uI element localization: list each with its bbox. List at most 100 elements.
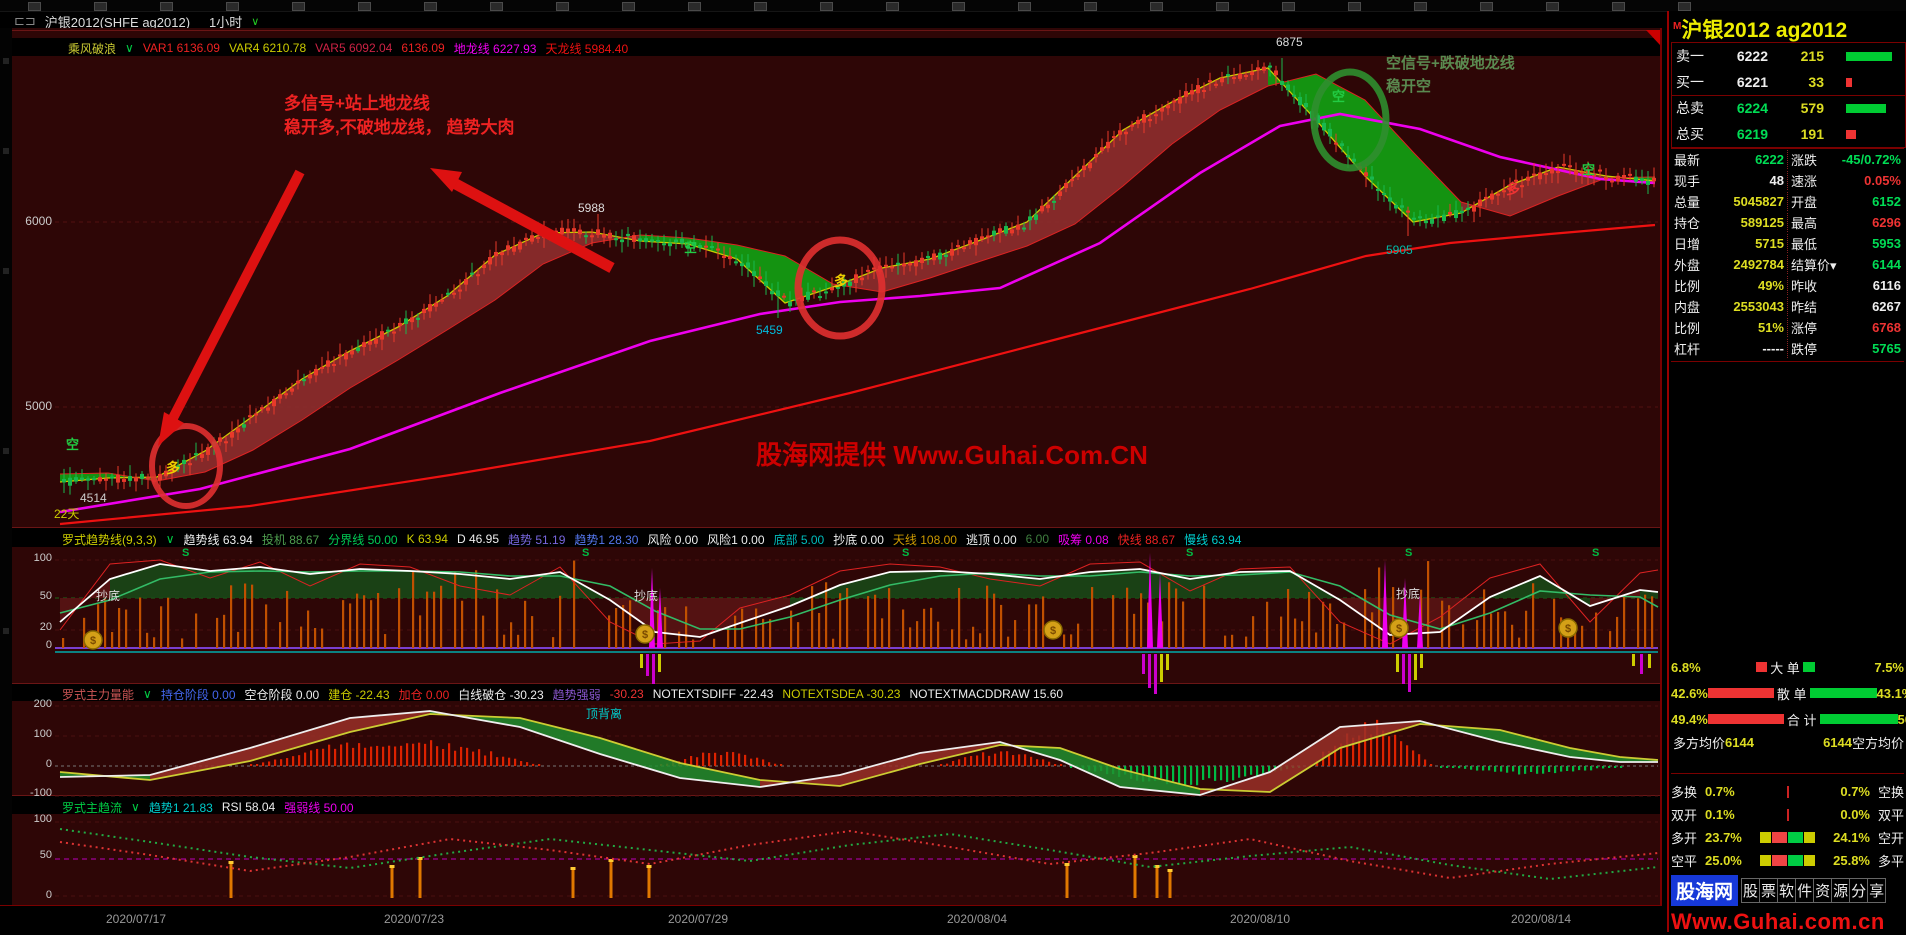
price-label-4514: 4514 <box>80 492 107 504</box>
flow-left-pct: 23.7% <box>1705 830 1751 845</box>
p3-ylabel: 0 <box>46 890 52 901</box>
logo-tagline: 股票软件资源分享 <box>1742 878 1886 903</box>
toolbar-icon[interactable] <box>358 2 371 11</box>
p2-ylabel: 200 <box>34 699 52 710</box>
p1-s-mark: S <box>182 548 189 559</box>
ob-price: 6222 <box>1716 48 1768 64</box>
toolbar-icon[interactable] <box>292 2 305 11</box>
toolbar-icon[interactable] <box>1414 2 1427 11</box>
toolbar-icon[interactable] <box>490 2 503 11</box>
toolbar-icon[interactable] <box>754 2 767 11</box>
chevron-down-icon[interactable]: ∨ <box>131 800 140 814</box>
symbol-code: ag2012 <box>1776 19 1847 42</box>
long-avg-label: 多方均价 <box>1673 733 1725 752</box>
toolbar-icon[interactable] <box>94 2 107 11</box>
chevron-down-icon[interactable]: ∨ <box>251 15 259 28</box>
logo-tagline-char: 软 <box>1777 878 1796 903</box>
logo-tagline-char: 股 <box>1741 878 1760 903</box>
indicator-value: 地龙线 6227.93 <box>454 40 537 57</box>
indicator-value: 风险1 0.00 <box>707 531 764 548</box>
indicator-value: 投机 88.67 <box>262 531 319 548</box>
ob-volume: 191 <box>1768 126 1824 142</box>
indicator-value: 天龙线 5984.40 <box>545 40 628 57</box>
indicator-name[interactable]: 罗式主趋流 <box>62 799 122 816</box>
indicator-name[interactable]: 乘风破浪 <box>68 40 116 57</box>
toolbar-icon[interactable] <box>1018 2 1031 11</box>
toolbar-icon[interactable] <box>1216 2 1229 11</box>
gauge-left-pct: 6.8% <box>1671 660 1715 675</box>
p1-s-mark: S <box>1186 548 1193 559</box>
toolbar-icon[interactable] <box>28 2 41 11</box>
chevron-down-icon[interactable]: ∨ <box>166 532 175 546</box>
toolbar-icon[interactable] <box>160 2 173 11</box>
quote-panel-title: M沪银2012 ag2012 <box>1673 14 1847 44</box>
gauge-row: 42.6%散 单43.1% <box>1671 680 1904 706</box>
indicator-value: VAR1 6136.09 <box>143 41 220 55</box>
toolbar-icon[interactable] <box>1612 2 1625 11</box>
p1-s-mark: S <box>582 548 589 559</box>
ob-price: 6224 <box>1716 100 1768 116</box>
toolbar-icon[interactable] <box>1546 2 1559 11</box>
toolbar[interactable] <box>0 0 1906 12</box>
marker-short: 空 <box>66 438 79 451</box>
flow-segment-bar <box>1772 832 1787 843</box>
toolbar-icon[interactable] <box>556 2 569 11</box>
date-axis <box>0 905 1662 933</box>
indicator-value: 空仓阶段 0.00 <box>245 686 320 703</box>
indicator-value: VAR4 6210.78 <box>229 41 306 55</box>
indicator-name[interactable]: 罗式趋势线(9,3,3) <box>62 531 157 548</box>
toolbar-icon[interactable] <box>1348 2 1361 11</box>
symbol-titlebar: ⊏⊐ 沪银2012(SHFE ag2012) 1小时 ∨ <box>14 13 259 29</box>
p2-ylabel: 0 <box>46 759 52 770</box>
toolbar-icon[interactable] <box>226 2 239 11</box>
toolbar-icon[interactable] <box>1282 2 1295 11</box>
flow-left-label: 多开 <box>1671 828 1705 847</box>
toolbar-icon[interactable] <box>1678 2 1691 11</box>
toolbar-icon[interactable] <box>688 2 701 11</box>
gauge-green-bar <box>1803 662 1815 672</box>
flow-tick <box>1787 809 1789 821</box>
indicator-value: 逃顶 0.00 <box>966 531 1017 548</box>
p3-ylabel: 50 <box>40 850 52 861</box>
chevron-down-icon[interactable]: ∨ <box>143 687 152 701</box>
flow-right-pct: 24.1% <box>1824 830 1870 845</box>
flow-right-pct: 0.0% <box>1824 807 1870 822</box>
marker-short: 空 <box>684 241 697 254</box>
gauge-label: 散 单 <box>1776 684 1808 703</box>
toolbar-icon[interactable] <box>1084 2 1097 11</box>
ob-volume-bar <box>1846 52 1892 61</box>
p1-s-mark: S <box>902 548 909 559</box>
logo-badge[interactable]: 股海网 <box>1671 875 1738 906</box>
toolbar-icon[interactable] <box>952 2 965 11</box>
ob-volume: 215 <box>1768 48 1824 64</box>
toolbar-icon[interactable] <box>820 2 833 11</box>
indicator-name[interactable]: 罗式主力量能 <box>62 686 134 703</box>
flow-tick <box>1787 786 1789 798</box>
date-tick: 2020/07/29 <box>668 913 728 925</box>
toolbar-icon[interactable] <box>424 2 437 11</box>
flow-segment-bar <box>1804 855 1815 866</box>
marker-long: 多 <box>1506 182 1520 196</box>
ob-price: 6219 <box>1716 126 1768 142</box>
flow-left-label: 双开 <box>1671 805 1705 824</box>
toolbar-icon[interactable] <box>622 2 635 11</box>
indicator-value: 加仓 0.00 <box>399 686 450 703</box>
toolbar-icon[interactable] <box>1150 2 1163 11</box>
indicator-value: 白线破仓 -30.23 <box>458 686 543 703</box>
logo-url[interactable]: Www.Guhai.com.cn <box>1671 909 1906 935</box>
toolbar-icon[interactable] <box>1480 2 1493 11</box>
note-short-line1: 空信号+跌破地龙线 <box>1386 56 1515 71</box>
toolbar-icon[interactable] <box>886 2 899 11</box>
chevron-down-icon[interactable]: ∨ <box>125 41 134 55</box>
